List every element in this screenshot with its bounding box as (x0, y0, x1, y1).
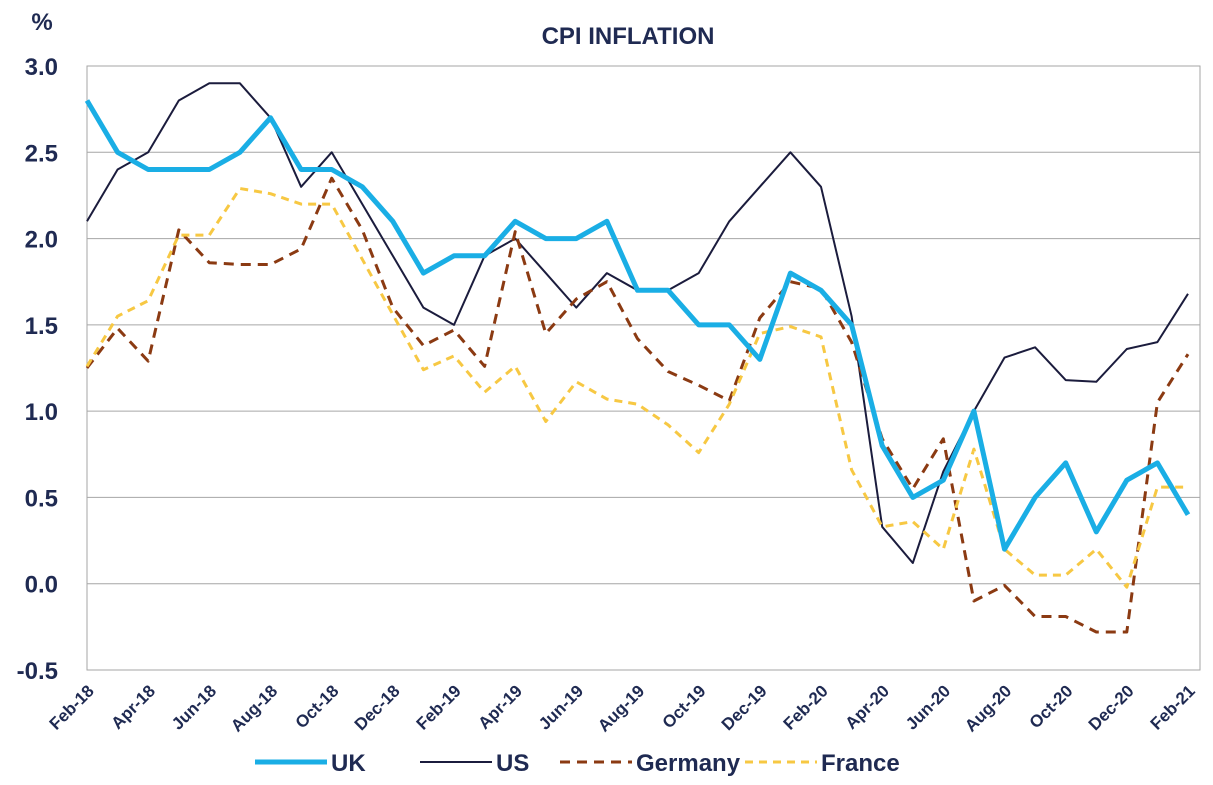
chart-title: CPI INFLATION (542, 23, 715, 50)
x-tick-label: Jun-18 (168, 681, 220, 733)
x-tick-label: Dec-18 (351, 681, 404, 734)
plot-frame (86, 65, 1201, 671)
x-tick-label: Jun-20 (902, 681, 954, 733)
y-tick-label: -0.5 (17, 658, 58, 685)
y-tick-label: 2.0 (25, 227, 58, 254)
x-tick-label: Aug-18 (227, 681, 281, 735)
x-tick-label: Dec-20 (1085, 681, 1138, 734)
y-tick-label: 0.5 (25, 485, 58, 512)
x-tick-label: Jun-19 (535, 681, 587, 733)
legend-label: France (821, 750, 900, 777)
y-tick-label: 3.0 (25, 54, 58, 81)
y-tick-label: 1.5 (25, 313, 58, 340)
y-tick-label: 0.0 (25, 572, 58, 599)
x-tick-label: Aug-20 (961, 681, 1015, 735)
legend-label: US (496, 750, 529, 777)
x-tick-label: Apr-18 (107, 681, 159, 733)
x-tick-label: Feb-19 (413, 681, 465, 733)
series-line (85, 176, 1190, 634)
x-tick-label: Feb-20 (780, 681, 832, 733)
x-tick-label: Apr-19 (474, 681, 526, 733)
x-tick-label: Oct-19 (659, 681, 710, 732)
x-tick-label: Oct-18 (292, 681, 343, 732)
x-tick-label: Feb-21 (1147, 681, 1199, 733)
x-tick-label: Oct-20 (1026, 681, 1077, 732)
x-tick-label: Aug-19 (594, 681, 648, 735)
x-tick-label: Apr-20 (841, 681, 893, 733)
x-tick-label: Dec-19 (718, 681, 771, 734)
legend-label: UK (331, 750, 366, 777)
legend-label: Germany (636, 750, 741, 777)
x-tick-label: Feb-18 (46, 681, 98, 733)
series-line (84, 99, 1191, 552)
y-tick-label: 1.0 (25, 399, 58, 426)
series-line (86, 82, 1189, 564)
y-tick-label: 2.5 (25, 140, 58, 167)
series-line (85, 187, 1188, 589)
y-axis-label: % (31, 9, 52, 36)
